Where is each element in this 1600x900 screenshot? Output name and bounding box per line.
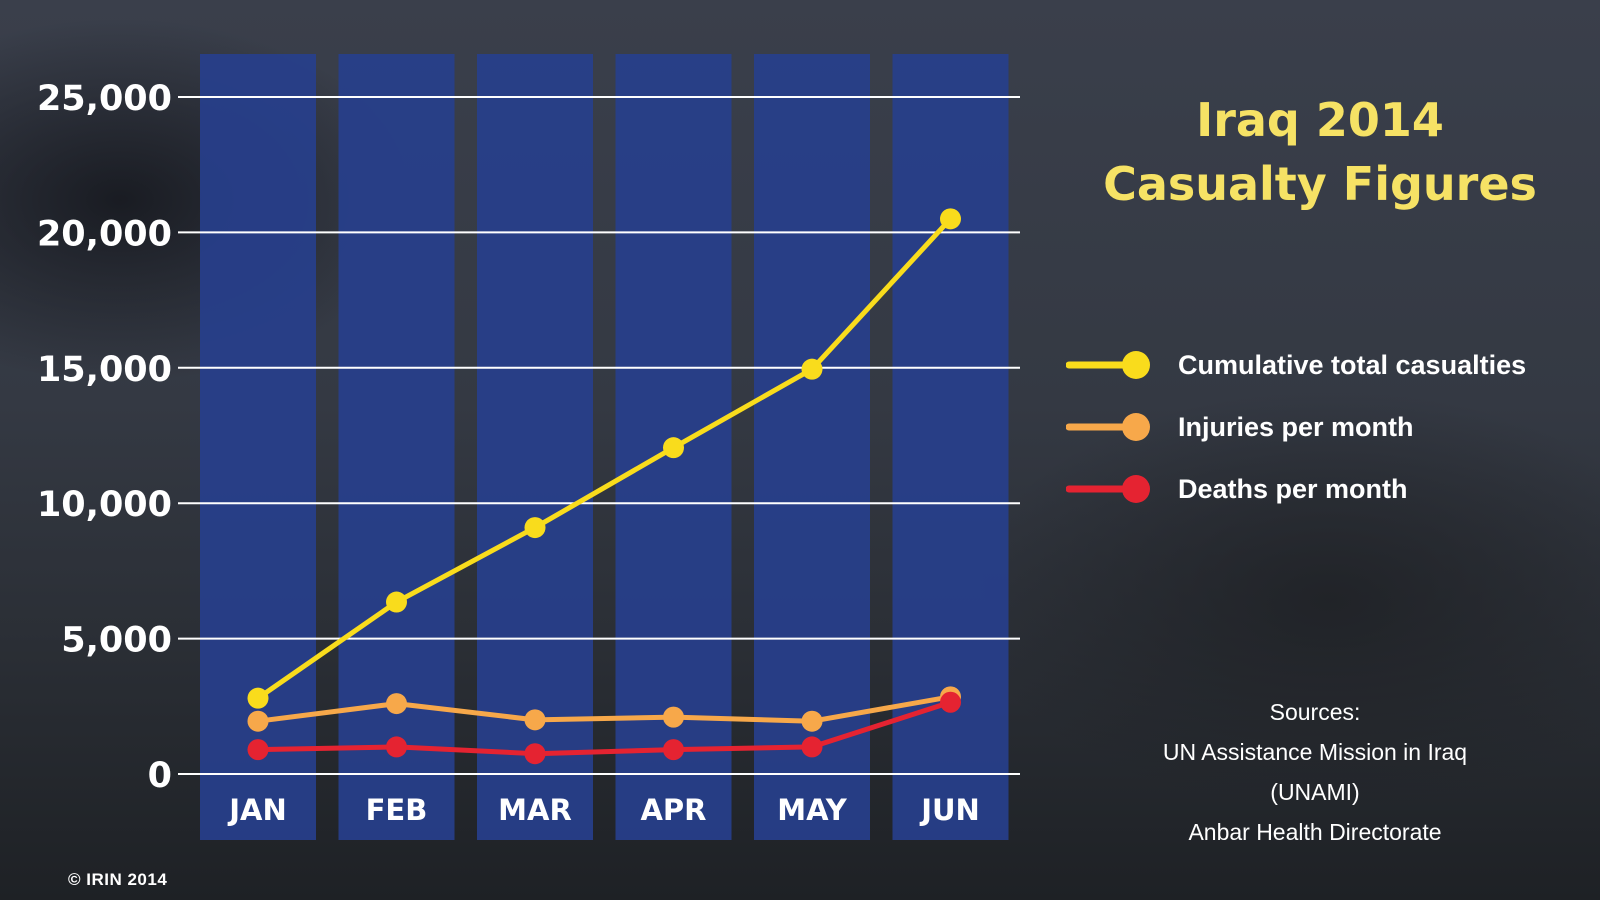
- legend-swatch-dot: [1122, 351, 1150, 379]
- y-tick-label: 10,000: [37, 485, 172, 525]
- data-point-cumulative-total-casualties-jun: [940, 208, 961, 230]
- x-tick-label-jan: JAN: [227, 793, 287, 827]
- month-column-mar: [477, 54, 593, 840]
- y-tick-label: 25,000: [37, 79, 172, 119]
- data-point-injuries-per-month-jan: [247, 710, 269, 732]
- series-injuries-per-month: [247, 686, 961, 732]
- legend-swatch-deaths: [1066, 475, 1150, 503]
- series-line-deaths-per-month: [255, 699, 953, 757]
- series-line-cumulative-total-casualties: [255, 216, 953, 701]
- gridlines: [178, 96, 1020, 775]
- sources-block: Sources: UN Assistance Mission in Iraq (…: [1110, 692, 1520, 852]
- x-tick-label-jun: JUN: [919, 793, 980, 827]
- y-axis-tick-labels: 0 5,000 10,000 15,000 20,000 25,000: [37, 79, 172, 796]
- sources-line-2: (UNAMI): [1270, 779, 1360, 805]
- data-point-cumulative-total-casualties-mar: [524, 517, 546, 539]
- chart-title-block: Iraq 2014 Casualty Figures: [1080, 88, 1560, 216]
- data-point-injuries-per-month-may: [801, 710, 823, 732]
- month-columns: [200, 54, 1009, 840]
- month-column-jun: [892, 54, 1009, 840]
- sources-line-3: Anbar Health Directorate: [1188, 819, 1442, 845]
- data-point-cumulative-total-casualties-may: [801, 358, 823, 380]
- series-cumulative-total-casualties: [247, 208, 961, 709]
- legend-swatch-cumulative: [1066, 351, 1150, 379]
- legend-swatch-injuries: [1066, 413, 1150, 441]
- x-tick-label-may: MAY: [777, 793, 848, 827]
- x-tick-label-mar: MAR: [498, 793, 572, 827]
- series-deaths-per-month: [247, 691, 961, 765]
- data-point-deaths-per-month-mar: [524, 743, 546, 765]
- data-point-deaths-per-month-feb: [386, 736, 407, 758]
- data-point-deaths-per-month-apr: [663, 739, 684, 761]
- legend-label-injuries: Injuries per month: [1178, 412, 1414, 442]
- month-column-jan: [200, 54, 316, 840]
- data-point-injuries-per-month-apr: [663, 706, 684, 728]
- legend-swatch-dot: [1122, 475, 1150, 503]
- chart-subtitle: Casualty Figures: [1103, 157, 1537, 211]
- legend-label-deaths: Deaths per month: [1178, 474, 1408, 504]
- data-point-deaths-per-month-may: [801, 736, 823, 758]
- y-tick-label: 0: [148, 756, 172, 796]
- sources-heading: Sources:: [1269, 699, 1361, 725]
- month-column-may: [754, 54, 870, 840]
- data-point-injuries-per-month-feb: [386, 693, 407, 715]
- series-line-injuries-per-month: [255, 694, 953, 724]
- x-tick-label-feb: FEB: [366, 793, 428, 827]
- sources-line-1: UN Assistance Mission in Iraq: [1162, 739, 1468, 765]
- y-tick-label: 5,000: [61, 621, 172, 661]
- data-point-injuries-per-month-mar: [524, 709, 546, 731]
- data-point-cumulative-total-casualties-apr: [663, 437, 684, 459]
- data-point-deaths-per-month-jun: [940, 691, 961, 713]
- y-tick-label: 20,000: [37, 214, 172, 254]
- data-point-deaths-per-month-jan: [247, 739, 269, 761]
- x-tick-label-apr: APR: [640, 793, 706, 827]
- x-axis-tick-labels: JAN FEB MAR APR MAY JUN: [227, 793, 980, 827]
- legend-swatch-dot: [1122, 413, 1150, 441]
- series-lines: [247, 208, 961, 765]
- month-column-feb: [338, 54, 455, 840]
- data-point-cumulative-total-casualties-jan: [247, 687, 269, 709]
- copyright-credit: © IRIN 2014: [68, 870, 168, 889]
- chart-title: Iraq 2014: [1196, 93, 1444, 147]
- y-tick-label: 15,000: [37, 350, 172, 390]
- data-point-cumulative-total-casualties-feb: [386, 591, 407, 613]
- legend-label-cumulative: Cumulative total casualties: [1178, 350, 1527, 380]
